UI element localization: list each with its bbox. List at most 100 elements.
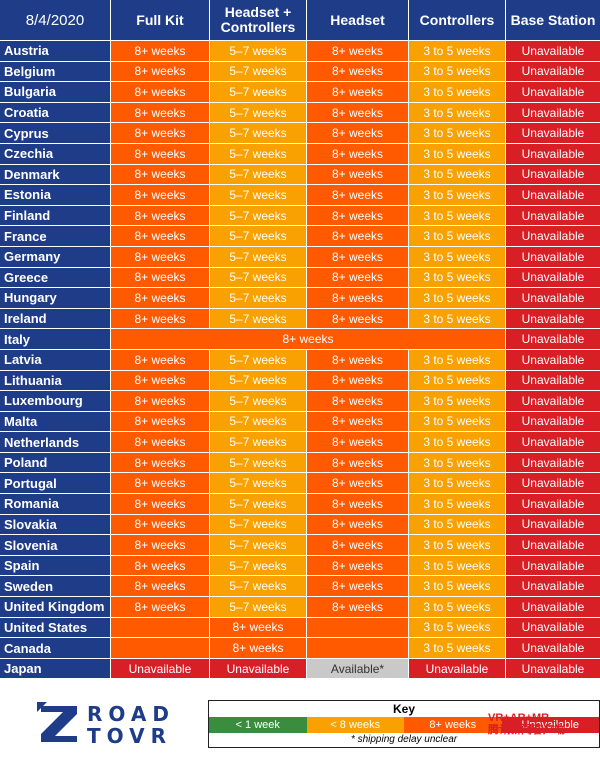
availability-cell: 8+ weeks	[111, 494, 210, 514]
availability-cell: 8+ weeks	[111, 102, 210, 123]
roadtovr-logo: ROAD TOVR	[37, 700, 177, 748]
col-headset: Headset	[307, 0, 409, 40]
availability-cell: 8+ weeks	[111, 473, 210, 494]
availability-cell: 3 to 5 weeks	[409, 267, 506, 288]
country-name: Hungary	[0, 288, 111, 308]
availability-cell: 8+ weeks	[307, 555, 409, 576]
table-row: Slovenia 8+ weeks 5–7 weeks 8+ weeks 3 to 5 …	[0, 535, 600, 556]
availability-cell: Unavailable	[506, 473, 600, 494]
availability-cell: Unavailable	[506, 638, 600, 658]
availability-cell: 3 to 5 weeks	[409, 288, 506, 308]
availability-cell: Unavailable	[506, 391, 600, 411]
availability-cell: Unavailable	[506, 494, 600, 514]
availability-cell: 8+ weeks	[307, 123, 409, 143]
country-name: Lithuania	[0, 370, 111, 391]
availability-cell: 8+ weeks	[307, 246, 409, 267]
availability-cell: 3 to 5 weeks	[409, 102, 506, 123]
key-footnote: * shipping delay unclear	[350, 734, 458, 745]
availability-cell: 5–7 weeks	[210, 308, 307, 329]
availability-cell: Unavailable	[506, 205, 600, 226]
availability-cell: 8+ weeks	[307, 370, 409, 391]
availability-cell	[111, 617, 210, 638]
availability-cell: 5–7 weeks	[210, 41, 307, 61]
availability-cell: Unavailable	[506, 432, 600, 452]
availability-cell	[111, 638, 210, 658]
availability-cell: 3 to 5 weeks	[409, 123, 506, 143]
availability-cell: 8+ weeks	[111, 329, 506, 349]
availability-cell: 3 to 5 weeks	[409, 164, 506, 185]
availability-cell: 5–7 weeks	[210, 411, 307, 432]
availability-cell: Unavailable	[506, 185, 600, 205]
availability-cell: Unavailable	[506, 329, 600, 349]
availability-cell: 8+ weeks	[307, 185, 409, 205]
availability-cell: 3 to 5 weeks	[409, 370, 506, 391]
country-name: Belgium	[0, 61, 111, 82]
availability-cell: 5–7 weeks	[210, 432, 307, 452]
availability-cell: Unavailable	[506, 597, 600, 617]
availability-cell: 8+ weeks	[111, 205, 210, 226]
availability-cell: Unavailable	[506, 658, 600, 679]
table-row: Estonia 8+ weeks 5–7 weeks 8+ weeks 3 to 5 w…	[0, 185, 600, 206]
footer: ROAD TOVR Key < 1 week < 8 weeks 8+ week…	[0, 690, 600, 759]
table-row: Netherlands 8+ weeks 5–7 weeks 8+ weeks 3 to…	[0, 432, 600, 453]
availability-cell: 3 to 5 weeks	[409, 597, 506, 617]
availability-cell: 8+ weeks	[307, 576, 409, 597]
availability-cell: 8+ weeks	[307, 164, 409, 185]
availability-cell: 8+ weeks	[307, 288, 409, 308]
availability-cell: 5–7 weeks	[210, 576, 307, 597]
country-name: Romania	[0, 494, 111, 514]
availability-cell: 8+ weeks	[307, 452, 409, 473]
availability-cell: 3 to 5 weeks	[409, 82, 506, 102]
availability-cell: Unavailable	[506, 411, 600, 432]
availability-cell: Unavailable	[506, 226, 600, 246]
availability-cell: Unavailable	[506, 164, 600, 185]
availability-cell: 8+ weeks	[307, 432, 409, 452]
availability-cell: 8+ weeks	[111, 41, 210, 61]
country-name: France	[0, 226, 111, 246]
availability-cell: 5–7 weeks	[210, 494, 307, 514]
availability-cell	[307, 617, 409, 638]
availability-cell: 8+ weeks	[111, 432, 210, 452]
table-row: Finland 8+ weeks 5–7 weeks 8+ weeks 3 to 5 w…	[0, 205, 600, 227]
availability-cell: Unavailable	[506, 82, 600, 102]
country-name: Netherlands	[0, 432, 111, 452]
availability-cell: 3 to 5 weeks	[409, 555, 506, 576]
key-less-8-weeks: < 8 weeks	[306, 717, 404, 733]
watermark-line2: 腾讯新闻客户端	[488, 724, 565, 736]
availability-cell: Unavailable	[506, 41, 600, 61]
availability-cell: 8+ weeks	[307, 143, 409, 164]
country-name: Austria	[0, 41, 111, 61]
availability-cell: 8+ weeks	[111, 288, 210, 308]
table-row: Germany 8+ weeks 5–7 weeks 8+ weeks 3 to 5 w…	[0, 246, 600, 268]
country-name: Finland	[0, 205, 111, 226]
availability-cell: 5–7 weeks	[210, 267, 307, 288]
availability-cell: Unavailable	[409, 658, 506, 679]
table-row: Hungary 8+ weeks 5–7 weeks 8+ weeks 3 to 5 w…	[0, 288, 600, 309]
availability-cell: 8+ weeks	[111, 349, 210, 370]
country-name: Poland	[0, 452, 111, 473]
table-row: Luxembourg 8+ weeks 5–7 weeks 8+ weeks 3 to …	[0, 391, 600, 412]
date-header: 8/4/2020	[0, 0, 111, 40]
availability-cell: 8+ weeks	[307, 61, 409, 82]
availability-cell: 8+ weeks	[111, 370, 210, 391]
availability-cell: 8+ weeks	[307, 308, 409, 329]
table-row: Cyprus 8+ weeks 5–7 weeks 8+ weeks 3 to 5 we…	[0, 123, 600, 144]
table-row: Canada 8+ weeks 3 to 5 weeks Unavailable	[0, 638, 600, 659]
key-8-plus-weeks: 8+ weeks	[404, 717, 502, 733]
table-row: Spain 8+ weeks 5–7 weeks 8+ weeks 3 to 5 wee…	[0, 555, 600, 577]
availability-cell: 8+ weeks	[111, 164, 210, 185]
table-row: Denmark 8+ weeks 5–7 weeks 8+ weeks 3 to 5 w…	[0, 164, 600, 186]
country-name: Spain	[0, 555, 111, 576]
availability-cell: 8+ weeks	[307, 494, 409, 514]
country-name: Czechia	[0, 143, 111, 164]
country-name: Denmark	[0, 164, 111, 185]
availability-cell: 3 to 5 weeks	[409, 514, 506, 535]
availability-cell: 8+ weeks	[111, 267, 210, 288]
country-name: Slovenia	[0, 535, 111, 555]
availability-cell: 8+ weeks	[307, 267, 409, 288]
availability-cell: 5–7 weeks	[210, 452, 307, 473]
country-name: Greece	[0, 267, 111, 288]
table-row: Poland 8+ weeks 5–7 weeks 8+ weeks 3 to 5 we…	[0, 452, 600, 474]
availability-cell: 8+ weeks	[307, 411, 409, 432]
availability-cell: 5–7 weeks	[210, 246, 307, 267]
